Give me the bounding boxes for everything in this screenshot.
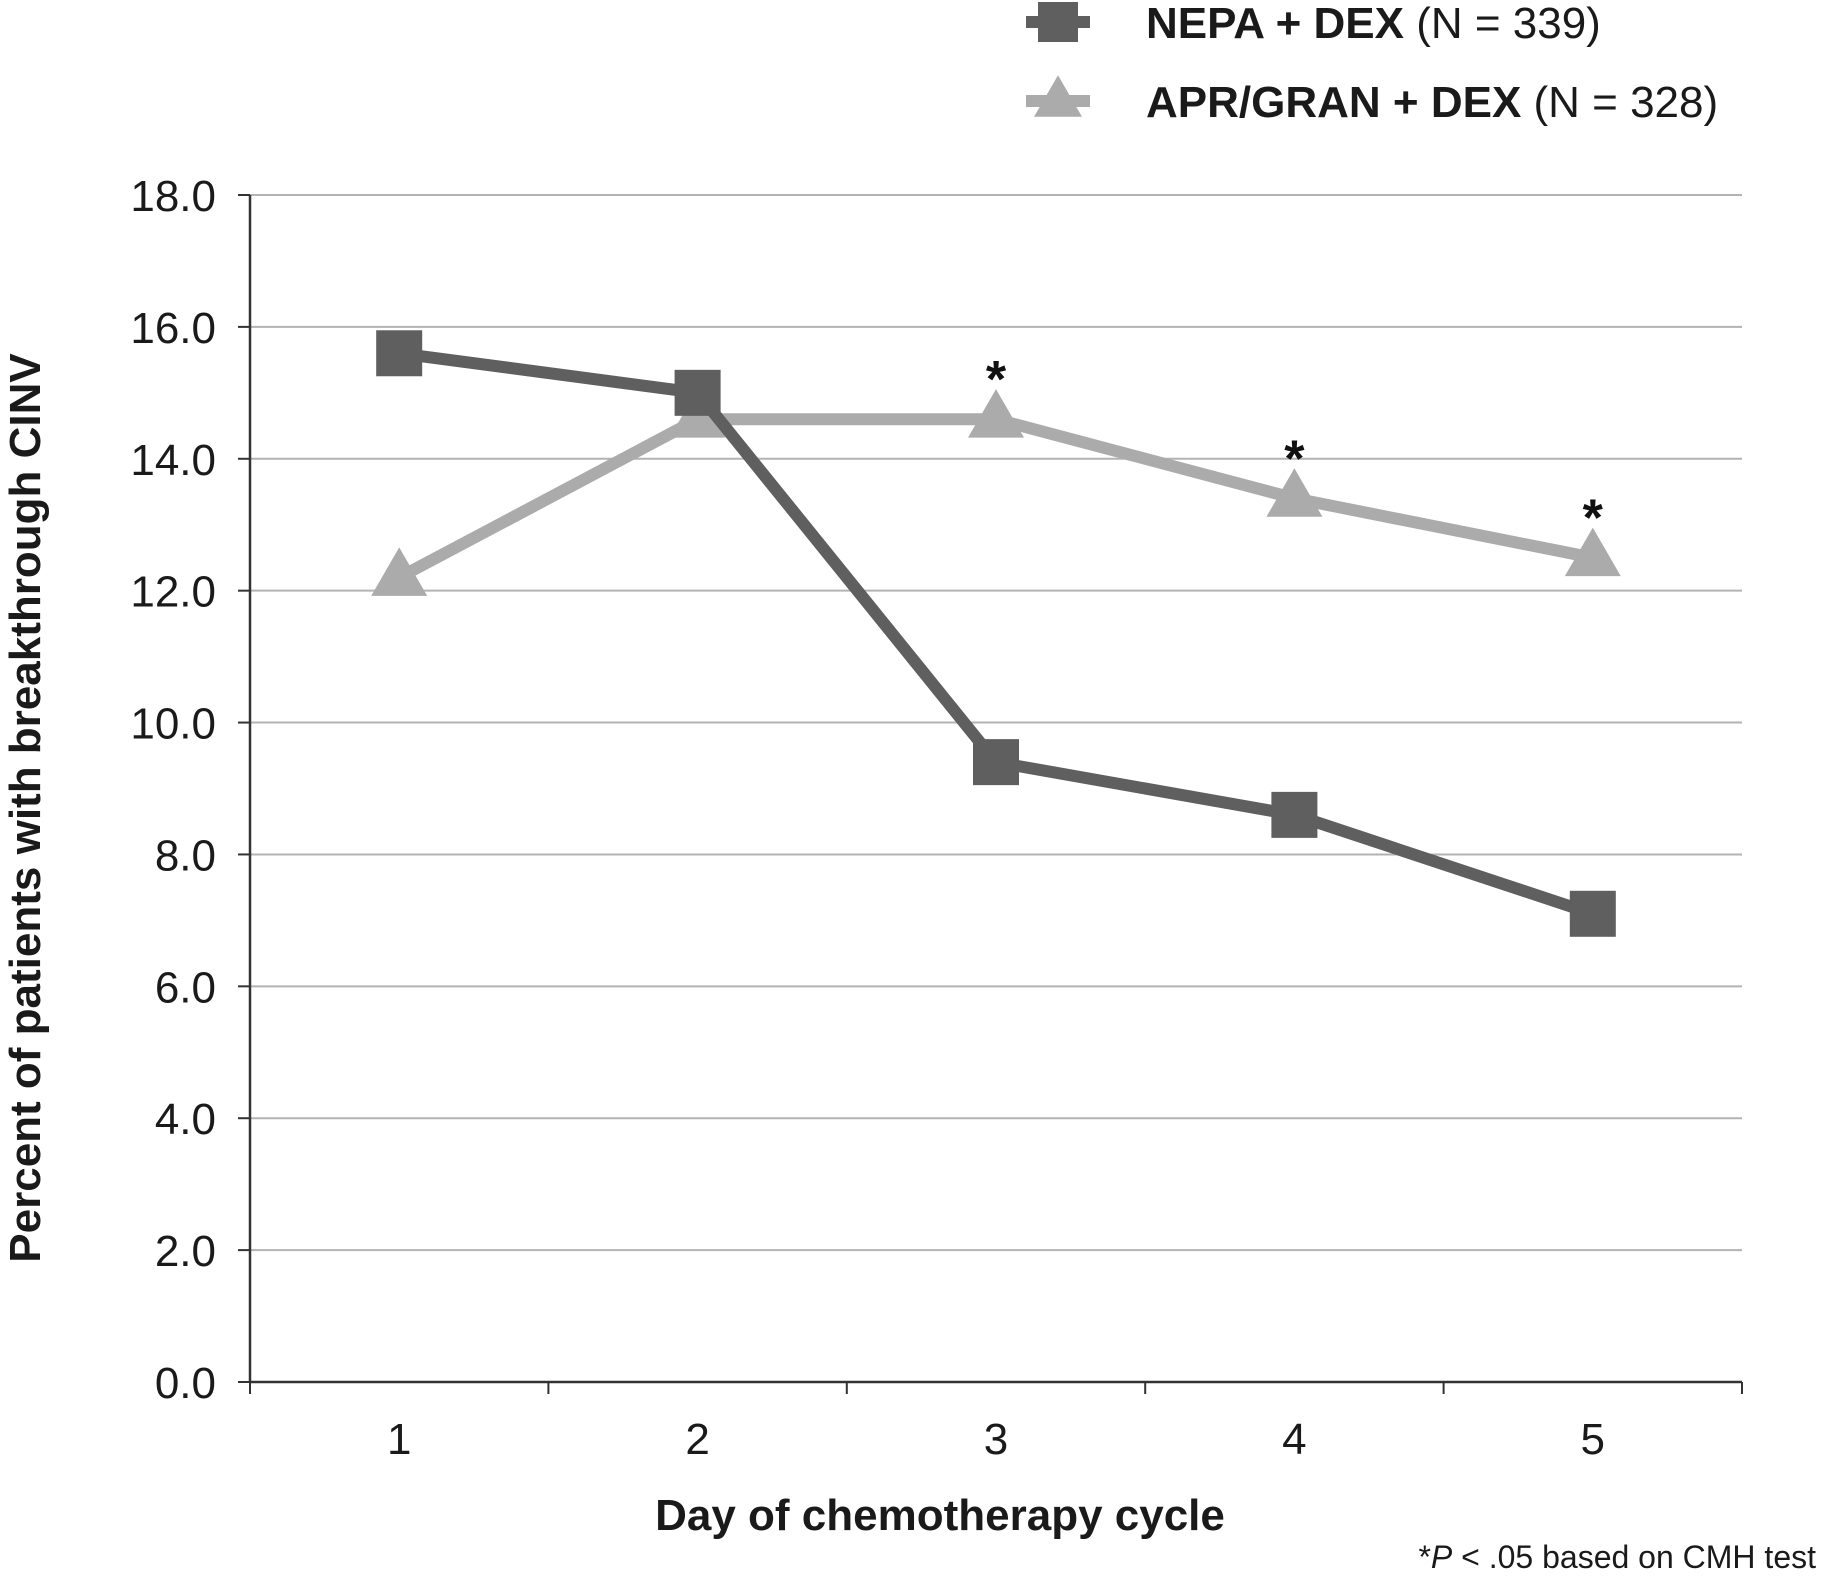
y-tick-label: 2.0 — [155, 1227, 216, 1276]
legend-series-name: NEPA + DEX — [1146, 0, 1416, 48]
y-tick-label: 12.0 — [130, 568, 216, 617]
legend-item: APR/GRAN + DEX (N = 328) — [1026, 75, 1718, 127]
x-tick-label: 2 — [685, 1415, 709, 1464]
footnote-p: P — [1431, 1539, 1453, 1575]
square-point — [973, 739, 1019, 786]
triangle-point — [1266, 468, 1323, 517]
legend-square-icon — [1038, 2, 1078, 42]
legend-item: NEPA + DEX (N = 339) — [1026, 0, 1601, 48]
x-tick-labels: 1 2 3 4 5 — [387, 1415, 1605, 1464]
significance-star: * — [1583, 490, 1604, 548]
y-tick-label: 16.0 — [130, 304, 216, 353]
triangle-point — [1564, 527, 1621, 577]
significance-star: * — [1284, 430, 1305, 488]
footnote-prefix: * — [1418, 1539, 1430, 1575]
square-point — [376, 330, 423, 377]
series — [371, 330, 1621, 937]
x-axis-title: Day of chemotherapy cycle — [655, 1491, 1225, 1540]
gridlines — [250, 194, 1742, 1252]
triangle-point — [371, 547, 428, 596]
x-tick-label: 5 — [1581, 1415, 1605, 1464]
x-tick-label: 1 — [387, 1415, 411, 1464]
legend-label: NEPA + DEX (N = 339) — [1146, 0, 1601, 48]
footnote: *P < .05 based on CMH test — [1418, 1539, 1816, 1575]
legend: NEPA + DEX (N = 339) APR/GRAN + DEX (N = … — [1026, 0, 1718, 127]
legend-label: APR/GRAN + DEX (N = 328) — [1146, 78, 1718, 127]
x-tick-label: 3 — [984, 1415, 1008, 1464]
y-tick-label: 14.0 — [130, 436, 216, 485]
significance-annotations: * * * — [986, 351, 1604, 547]
x-tick-label: 4 — [1282, 1415, 1306, 1464]
y-tick-label: 4.0 — [155, 1095, 216, 1144]
axes — [238, 194, 1743, 1394]
legend-series-n: (N = 339) — [1416, 0, 1601, 48]
series-line — [396, 413, 1594, 583]
y-tick-label: 0.0 — [155, 1359, 216, 1408]
square-point — [674, 369, 721, 416]
y-tick-label: 10.0 — [130, 700, 216, 749]
footnote-rest: < .05 based on CMH test — [1452, 1539, 1816, 1575]
legend-triangle-icon — [1034, 75, 1082, 117]
y-tick-label: 6.0 — [155, 963, 216, 1012]
y-tick-label: 18.0 — [130, 172, 216, 221]
y-tick-label: 8.0 — [155, 831, 216, 880]
triangle-point — [968, 389, 1024, 438]
legend-series-name: APR/GRAN + DEX — [1146, 78, 1534, 127]
series-apr-gran-dex — [371, 389, 1621, 596]
y-axis-title: Percent of patients with breakthrough CI… — [1, 353, 50, 1263]
y-tick-labels: 0.0 2.0 4.0 6.0 8.0 10.0 12.0 14.0 16.0 18.0 — [130, 172, 216, 1408]
square-point — [1271, 791, 1318, 838]
legend-series-n: (N = 328) — [1534, 78, 1719, 127]
series-nepa-dex — [376, 330, 1616, 937]
significance-star: * — [986, 351, 1007, 409]
square-point — [1569, 890, 1616, 937]
